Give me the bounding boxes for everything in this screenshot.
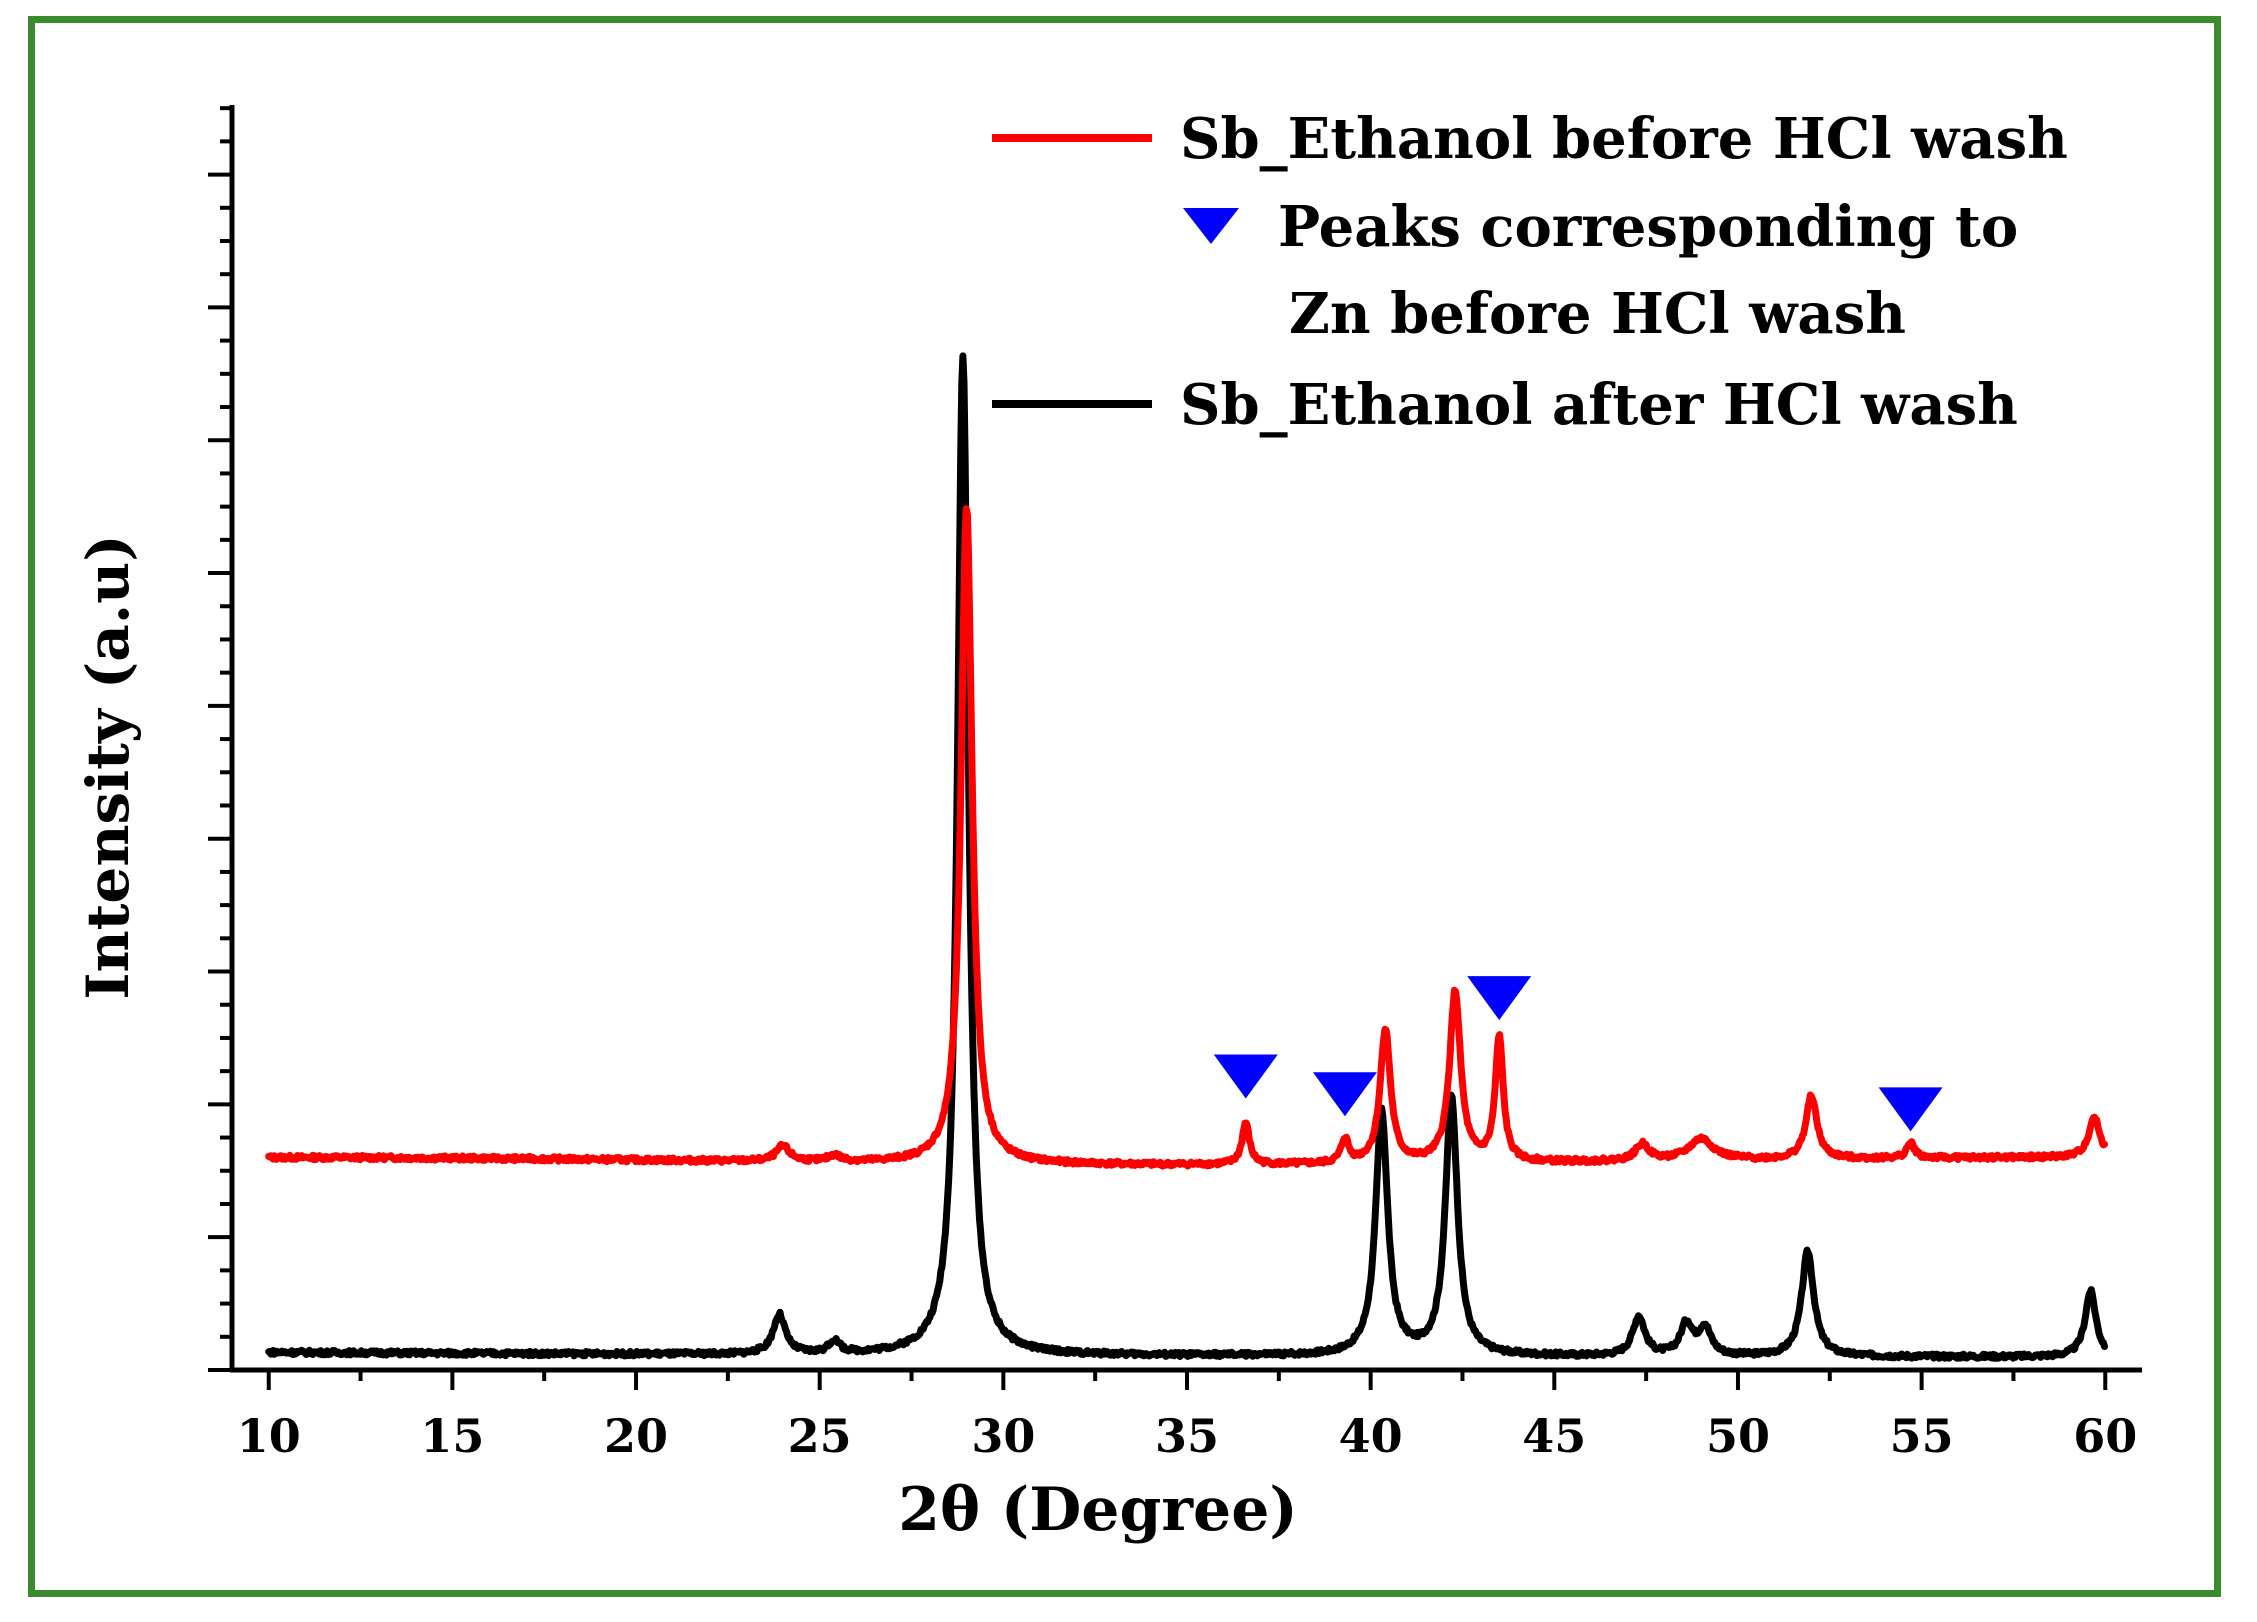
series-line — [265, 505, 2108, 1170]
zn-peak-marker — [1878, 1087, 1943, 1132]
x-tick-label: 15 — [420, 1409, 484, 1463]
zn-peak-marker — [1213, 1054, 1278, 1099]
axes: 10 15 20 25 30 35 40 45 50 55 60 — [208, 105, 2142, 1463]
x-tick-label: 40 — [1339, 1409, 1403, 1463]
x-tick-label: 20 — [604, 1409, 668, 1463]
x-tick-label: 30 — [971, 1409, 1035, 1463]
legend-label-after: Sb_Ethanol after HCl wash — [1180, 372, 2018, 438]
legend-swatch-triangle — [1183, 208, 1239, 244]
x-tick-label: 25 — [788, 1409, 852, 1463]
x-tick-label: 45 — [1522, 1409, 1586, 1463]
legend-label-peaks-line2: Zn before HCl wash — [1289, 281, 1906, 347]
x-axis-label: 2θ (Degree) — [898, 1475, 1298, 1545]
legend: Sb_Ethanol before HCl wash Peaks correspo… — [992, 106, 2068, 438]
chart-frame — [28, 16, 2221, 1597]
zn-peak-marker — [1467, 976, 1532, 1021]
x-tick-label: 50 — [1706, 1409, 1770, 1463]
zn-peak-marker — [1312, 1072, 1377, 1117]
legend-label-before: Sb_Ethanol before HCl wash — [1180, 106, 2068, 172]
x-tick-label: 35 — [1155, 1409, 1219, 1463]
series-line — [265, 352, 2108, 1362]
x-tick-label: 60 — [2073, 1409, 2137, 1463]
marker-layer — [1213, 976, 1943, 1132]
legend-label-peaks: Peaks corresponding to — [1278, 194, 2018, 260]
series-layer — [265, 352, 2108, 1362]
y-axis-label: Intensity (a.u) — [74, 534, 142, 999]
x-tick-label: 55 — [1890, 1409, 1954, 1463]
x-tick-label: 10 — [237, 1409, 301, 1463]
